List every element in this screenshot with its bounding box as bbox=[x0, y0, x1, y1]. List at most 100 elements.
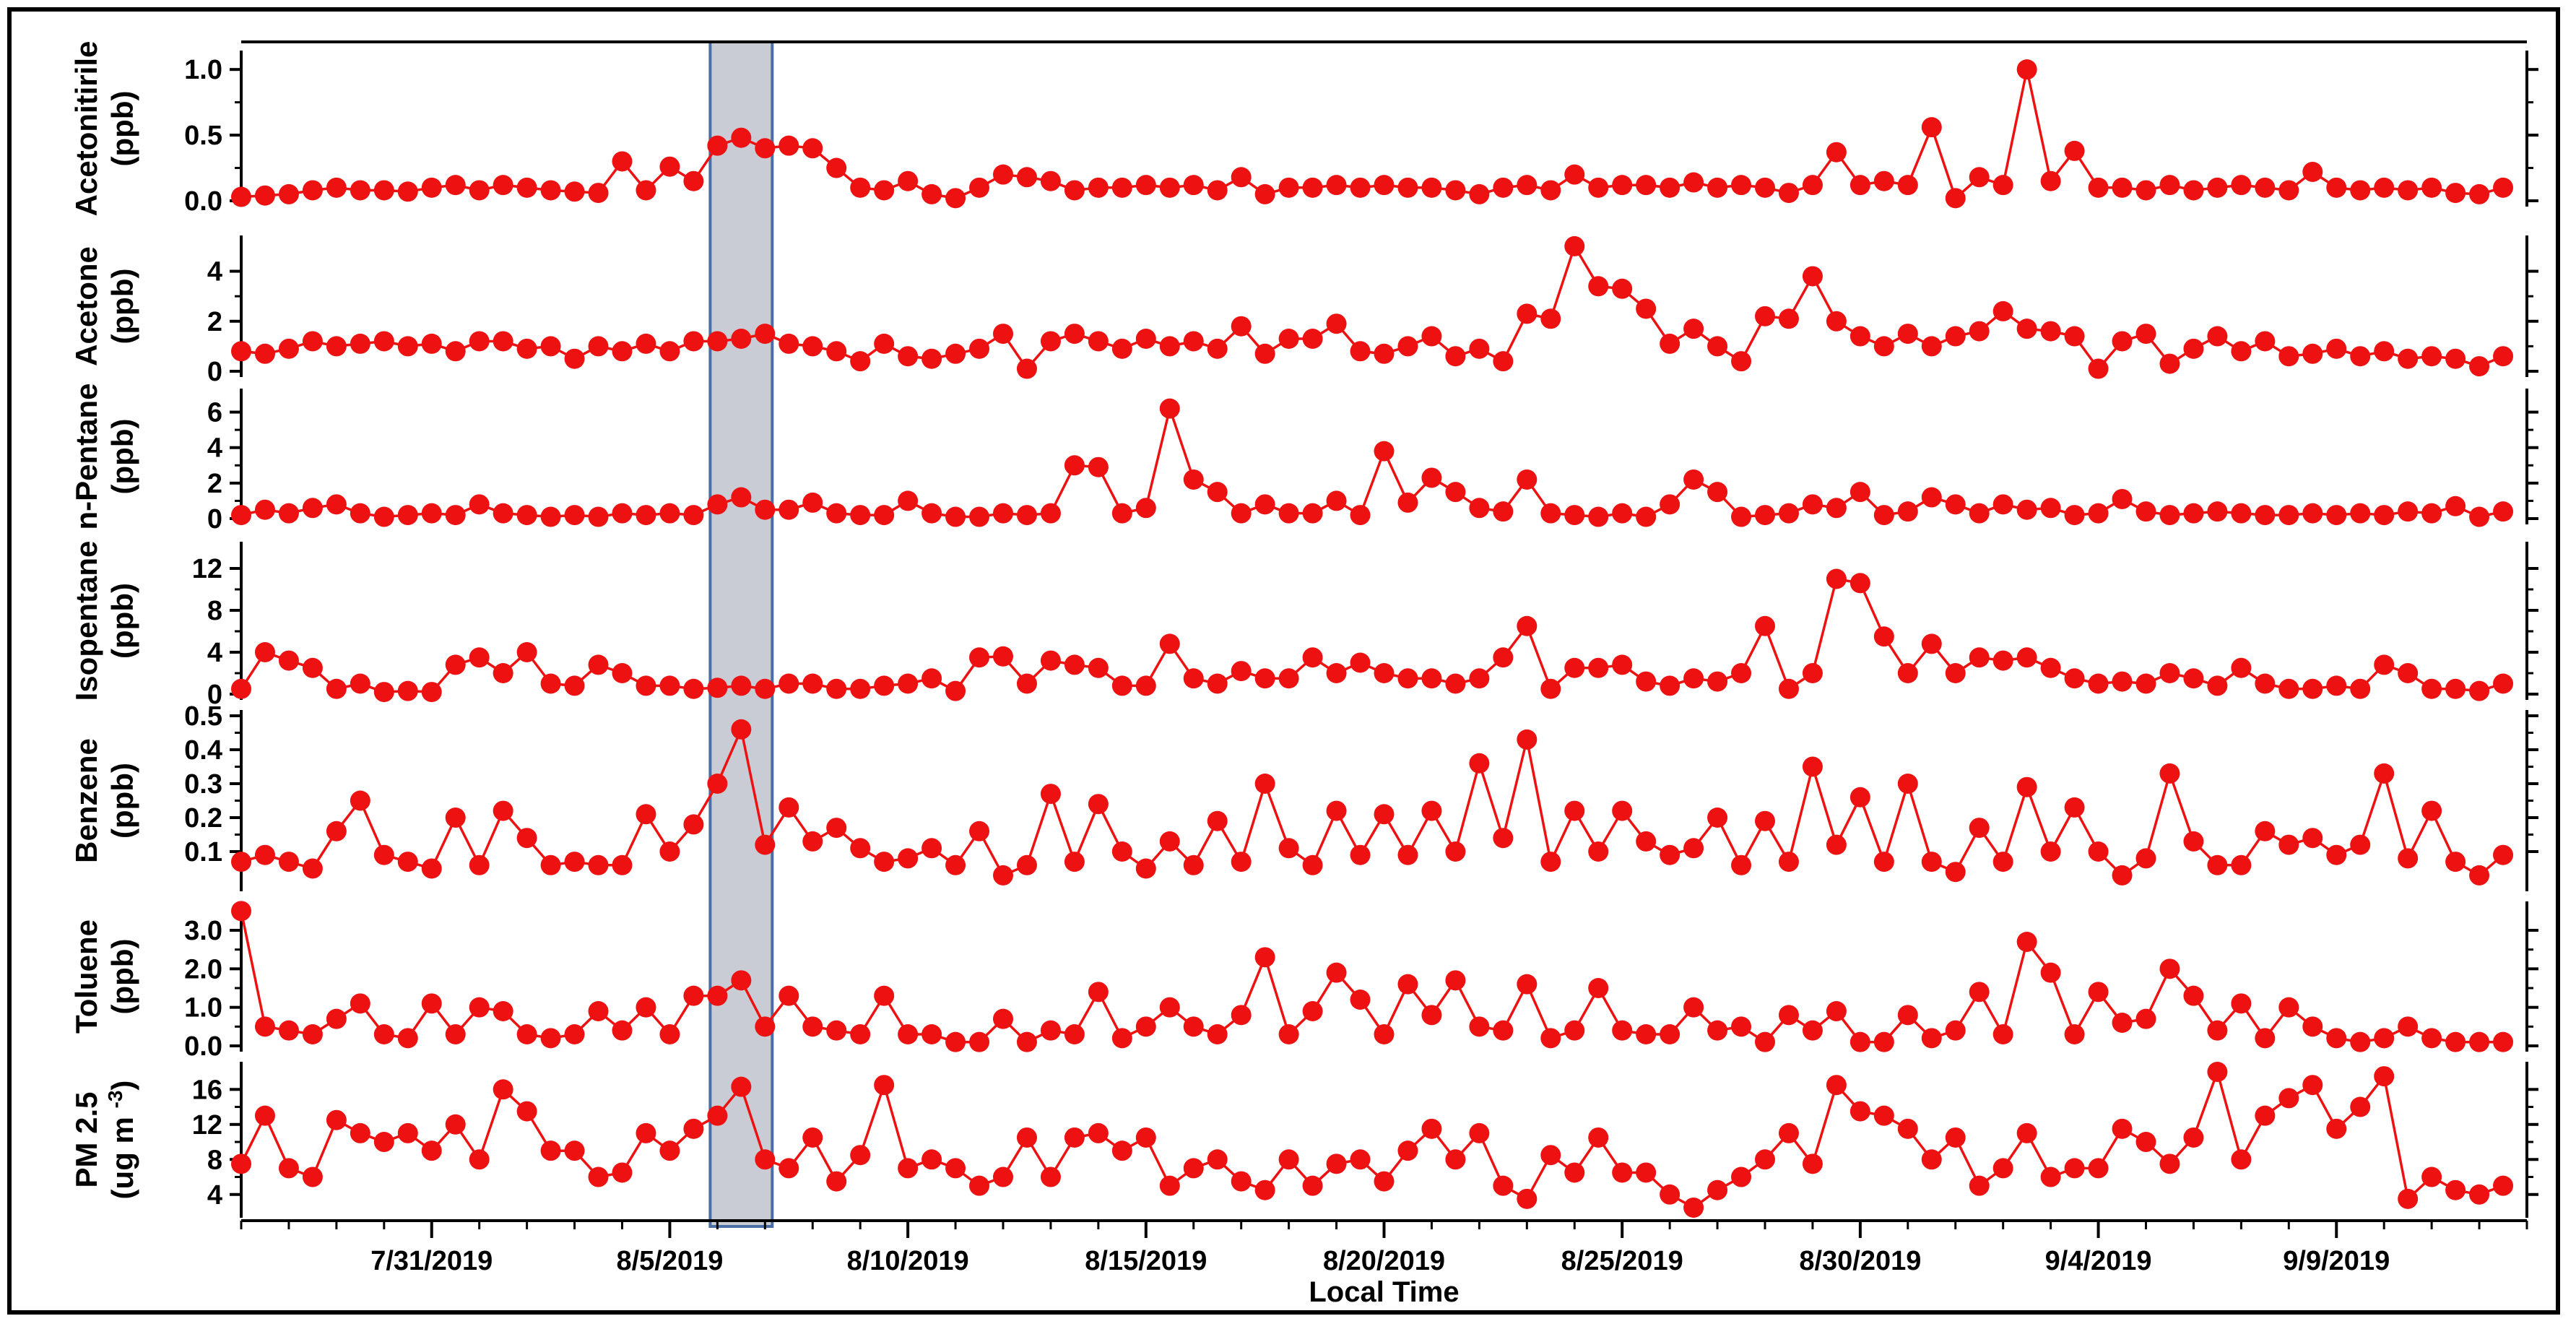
data-point bbox=[1445, 970, 1466, 991]
data-point bbox=[1445, 346, 1466, 367]
data-point bbox=[659, 841, 680, 862]
data-point bbox=[1064, 1127, 1085, 1148]
data-point bbox=[1111, 503, 1132, 524]
data-point bbox=[1992, 494, 2013, 515]
data-point bbox=[2326, 675, 2347, 696]
data-point bbox=[1969, 167, 1990, 188]
data-point bbox=[373, 331, 394, 352]
y-axis-unit: (ppb) bbox=[105, 419, 139, 495]
data-point bbox=[779, 985, 799, 1006]
data-point bbox=[1111, 338, 1132, 359]
data-point bbox=[2302, 828, 2323, 849]
y-axis-unit: (ppb) bbox=[105, 269, 139, 345]
data-point bbox=[2350, 1031, 2371, 1052]
data-point bbox=[1302, 503, 1323, 524]
data-point bbox=[1111, 1140, 1132, 1161]
data-point bbox=[969, 821, 990, 841]
data-point bbox=[1826, 1075, 1847, 1096]
data-point bbox=[1636, 1024, 1657, 1044]
data-point bbox=[1636, 175, 1657, 196]
data-point bbox=[1278, 329, 1299, 349]
data-point bbox=[326, 1109, 347, 1130]
data-point bbox=[612, 1162, 633, 1183]
data-point bbox=[231, 678, 251, 699]
data-point bbox=[2421, 503, 2442, 524]
data-point bbox=[254, 1105, 275, 1126]
data-point bbox=[2016, 319, 2037, 339]
data-point bbox=[2374, 505, 2395, 526]
data-point bbox=[540, 180, 561, 201]
data-point bbox=[373, 1024, 394, 1044]
data-point bbox=[1802, 1153, 1823, 1174]
data-point bbox=[683, 170, 704, 191]
y-axis-label: Isopentane bbox=[69, 541, 103, 701]
data-point bbox=[659, 1140, 680, 1161]
data-point bbox=[874, 852, 895, 873]
y-tick-label: 12 bbox=[192, 554, 222, 584]
data-point bbox=[2278, 1088, 2299, 1109]
data-point bbox=[350, 333, 370, 354]
data-point bbox=[1040, 650, 1061, 671]
data-point bbox=[707, 494, 728, 515]
data-point bbox=[2040, 1166, 2061, 1187]
data-point bbox=[2040, 498, 2061, 519]
x-tick-label: 8/10/2019 bbox=[847, 1246, 969, 1276]
data-point bbox=[1683, 997, 1704, 1018]
data-point bbox=[493, 1001, 513, 1021]
data-point bbox=[2350, 346, 2371, 367]
data-point bbox=[1707, 808, 1728, 828]
data-point bbox=[1278, 668, 1299, 689]
data-point bbox=[1588, 657, 1609, 678]
data-point bbox=[2231, 341, 2252, 362]
data-point bbox=[1731, 175, 1752, 196]
data-point bbox=[469, 180, 490, 201]
data-point bbox=[1683, 1197, 1704, 1218]
y-axis-label: Benzene bbox=[69, 738, 103, 863]
data-point bbox=[993, 865, 1013, 886]
data-point bbox=[350, 1122, 370, 1143]
data-point bbox=[1731, 854, 1752, 875]
data-point bbox=[278, 338, 299, 359]
data-point bbox=[1612, 503, 1633, 524]
data-point bbox=[1350, 990, 1371, 1010]
data-point bbox=[2374, 763, 2395, 784]
data-point bbox=[1778, 852, 1799, 873]
data-point bbox=[1992, 1158, 2013, 1179]
data-point bbox=[1540, 308, 1561, 329]
data-point bbox=[1802, 494, 1823, 515]
data-point bbox=[278, 183, 299, 204]
data-point bbox=[921, 668, 942, 689]
data-point bbox=[1564, 657, 1585, 678]
data-point bbox=[1397, 974, 1418, 995]
data-point bbox=[2135, 180, 2156, 201]
data-point bbox=[2231, 175, 2252, 196]
data-point bbox=[1064, 455, 1085, 476]
data-point bbox=[2302, 1016, 2323, 1037]
data-point bbox=[2469, 356, 2490, 377]
data-point bbox=[2421, 1166, 2442, 1187]
data-point bbox=[802, 1016, 823, 1037]
data-point bbox=[1135, 1016, 1156, 1037]
data-point bbox=[445, 505, 466, 526]
data-point bbox=[2374, 1066, 2395, 1087]
y-tick-label: 4 bbox=[207, 638, 222, 668]
data-point bbox=[1802, 663, 1823, 683]
data-point bbox=[945, 854, 966, 875]
data-point bbox=[683, 678, 704, 699]
data-point bbox=[2064, 505, 2085, 526]
data-point bbox=[254, 185, 275, 206]
data-point bbox=[1040, 1020, 1061, 1041]
data-point bbox=[2350, 834, 2371, 855]
data-point bbox=[516, 1101, 537, 1122]
data-point bbox=[373, 844, 394, 865]
data-point bbox=[1350, 177, 1371, 198]
data-point bbox=[1921, 487, 1942, 508]
data-point bbox=[397, 852, 418, 873]
data-point bbox=[1707, 482, 1728, 503]
data-point bbox=[1135, 329, 1156, 349]
data-point bbox=[1945, 1020, 1966, 1041]
data-point bbox=[612, 503, 633, 524]
data-point bbox=[993, 324, 1013, 345]
data-point bbox=[1183, 1158, 1204, 1179]
data-point bbox=[2302, 678, 2323, 699]
